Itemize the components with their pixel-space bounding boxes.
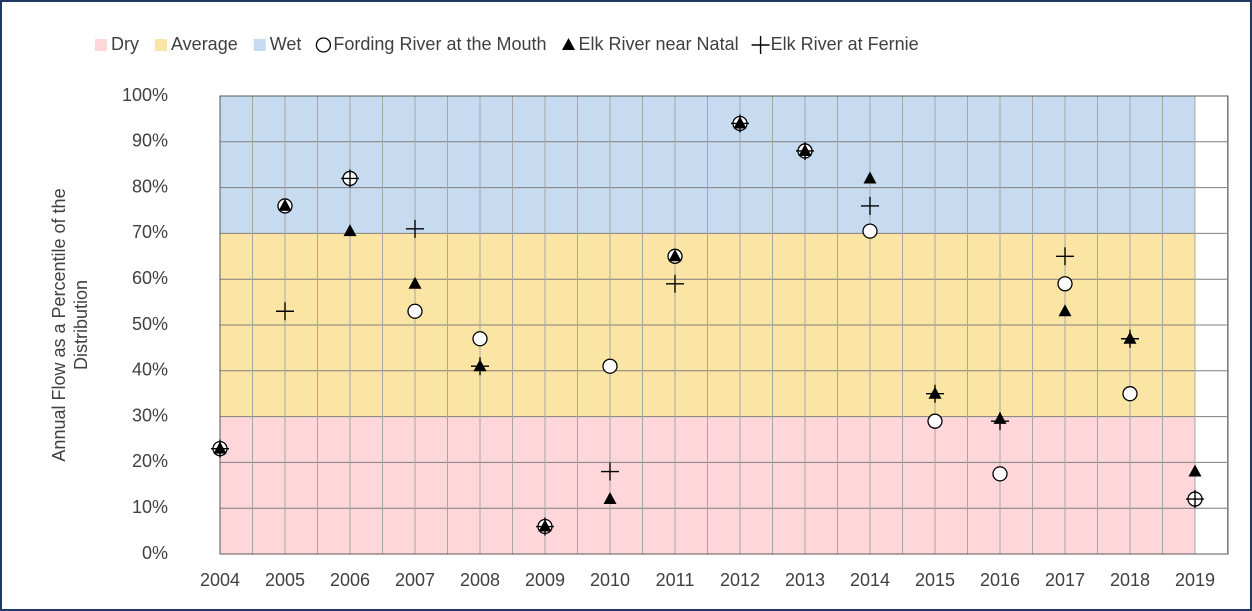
point <box>796 141 814 160</box>
y-axis-title: Annual Flow as a Percentile of the Distri… <box>49 188 91 461</box>
legend-label: Elk River at Fernie <box>771 34 919 54</box>
point <box>408 276 422 289</box>
y-tick-label: 20% <box>132 451 168 471</box>
x-tick-label: 2015 <box>915 570 955 590</box>
legend-marker <box>751 36 770 54</box>
x-tick-label: 2007 <box>395 570 435 590</box>
x-tick-label: 2006 <box>330 570 370 590</box>
legend-label: Dry <box>111 34 139 54</box>
plot-border <box>219 95 1229 555</box>
point <box>603 492 617 505</box>
point <box>992 466 1008 482</box>
y-tick-label: 90% <box>132 131 168 151</box>
point <box>927 413 943 429</box>
point <box>472 331 488 347</box>
x-tick-label: 2005 <box>265 570 305 590</box>
y-axis-title-line: Annual Flow as a Percentile of the <box>49 188 69 461</box>
point <box>1057 276 1073 292</box>
legend-marker <box>315 37 332 53</box>
point <box>1122 386 1138 402</box>
legend-swatch <box>155 39 167 51</box>
point <box>278 198 292 211</box>
x-tick-label: 2004 <box>200 570 240 590</box>
x-tick-label: 2018 <box>1110 570 1150 590</box>
point <box>343 224 357 237</box>
point <box>1056 247 1074 266</box>
legend-label: Elk River near Natal <box>579 34 739 54</box>
y-tick-label: 30% <box>132 405 168 425</box>
point <box>341 169 359 188</box>
y-tick-label: 50% <box>132 314 168 334</box>
point <box>471 357 489 376</box>
x-tick-label: 2017 <box>1045 570 1085 590</box>
legend-swatch <box>253 39 266 51</box>
point <box>668 249 682 262</box>
legend-label: Average <box>171 34 238 54</box>
x-tick-label: 2014 <box>850 570 890 590</box>
x-tick-label: 2013 <box>785 570 825 590</box>
point <box>1188 464 1202 477</box>
point <box>861 196 879 215</box>
point <box>1058 304 1072 317</box>
legend-marker <box>562 38 576 50</box>
y-tick-label: 0% <box>142 543 168 563</box>
point <box>407 303 423 319</box>
point <box>926 384 944 403</box>
point <box>211 439 229 458</box>
point <box>602 358 618 374</box>
legend-label: Fording River at the Mouth <box>333 34 546 54</box>
y-tick-label: 100% <box>122 85 168 105</box>
y-tick-label: 60% <box>132 268 168 288</box>
point <box>666 274 684 293</box>
x-tick-label: 2012 <box>720 570 760 590</box>
point <box>1121 329 1139 348</box>
x-tick-label: 2016 <box>980 570 1020 590</box>
x-tick-label: 2009 <box>525 570 565 590</box>
point <box>863 171 877 184</box>
point <box>991 412 1009 431</box>
legend-swatch <box>95 39 107 51</box>
y-tick-label: 70% <box>132 222 168 242</box>
point <box>406 219 424 238</box>
x-tick-label: 2010 <box>590 570 630 590</box>
point <box>601 462 619 481</box>
x-tick-label: 2011 <box>656 570 695 590</box>
y-tick-label: 80% <box>132 176 168 196</box>
legend-label: Wet <box>270 34 302 54</box>
x-tick-label: 2008 <box>460 570 500 590</box>
point <box>1186 490 1204 509</box>
y-tick-label: 10% <box>132 497 168 517</box>
x-tick-label: 2019 <box>1175 570 1215 590</box>
point <box>276 302 294 321</box>
y-axis-title-line: Distribution <box>71 280 91 370</box>
point <box>731 114 749 133</box>
y-tick-label: 40% <box>132 360 168 380</box>
point <box>536 517 554 536</box>
point <box>862 223 878 239</box>
